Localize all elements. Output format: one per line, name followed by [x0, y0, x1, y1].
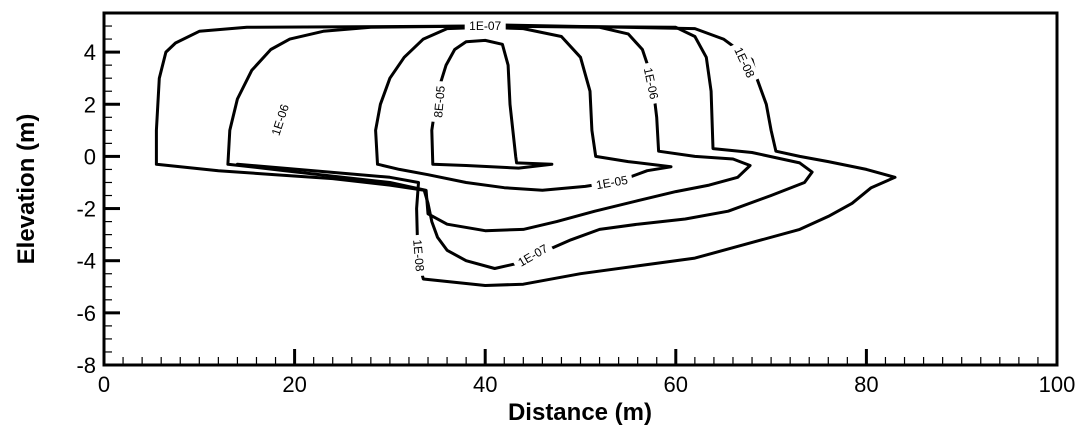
x-tick-label: 20	[282, 372, 306, 397]
contour-label-bg	[638, 61, 664, 106]
x-tick-label: 100	[1039, 372, 1076, 397]
contour-label-text: 1E-07	[469, 19, 501, 33]
contour-line-1E-05	[374, 25, 673, 192]
contour-label-text: 1E-05	[595, 173, 629, 192]
y-tick-label: 2	[84, 92, 96, 117]
x-axis-title: Distance (m)	[508, 399, 652, 426]
y-tick-label: -4	[76, 249, 96, 274]
contour-label-bg	[408, 234, 429, 277]
contour-line-8E-05	[430, 38, 554, 170]
x-tick-label: 0	[98, 372, 110, 397]
contour-label-1E-05: 1E-05	[590, 171, 634, 194]
contour-label-bg	[266, 97, 295, 142]
contour-line-1E-07	[154, 24, 814, 270]
contour-label-bg	[464, 18, 506, 34]
axis-ticks: 0 20 40 60 80 100 -8 -6 -4 -2 0 2 4	[76, 12, 1076, 397]
contour-labels: 8E-05 1E-05 1E-06 1E-06 1E-07 1E-07 1E-08 1E-08	[266, 18, 761, 277]
contour-label-text: 1E-08	[410, 239, 427, 272]
y-tick-label: 0	[84, 144, 96, 169]
y-axis-title: Elevation (m)	[13, 114, 40, 265]
contour-label-text: 1E-07	[516, 241, 551, 269]
contour-label-8E-05: 8E-05	[429, 80, 450, 123]
x-tick-label: 40	[473, 372, 497, 397]
contour-label-text: 8E-05	[431, 85, 448, 118]
contour-lines	[154, 23, 897, 287]
x-tick-label: 80	[854, 372, 878, 397]
y-tick-label: 4	[84, 40, 96, 65]
contour-label-text: 1E-06	[641, 66, 661, 101]
contour-line-1E-06	[226, 24, 752, 233]
plot-frame	[102, 11, 1059, 367]
x-tick-label: 60	[664, 372, 688, 397]
contour-label-bg	[728, 40, 761, 85]
contour-label-bg	[590, 171, 634, 194]
contour-label-1E-08: 1E-08	[728, 40, 761, 85]
contour-label-1E-08: 1E-08	[408, 234, 429, 277]
y-tick-label: -6	[76, 301, 96, 326]
y-tick-label: -2	[76, 197, 96, 222]
contour-label-1E-06: 1E-06	[266, 97, 295, 142]
contour-label-1E-07: 1E-07	[464, 18, 506, 34]
contour-label-bg	[511, 238, 555, 273]
contour-line-1E-08	[235, 23, 897, 287]
contour-label-bg	[429, 80, 450, 123]
contour-label-1E-07: 1E-07	[511, 238, 555, 273]
y-tick-label: -8	[76, 353, 96, 378]
contour-label-1E-06: 1E-06	[638, 61, 664, 106]
